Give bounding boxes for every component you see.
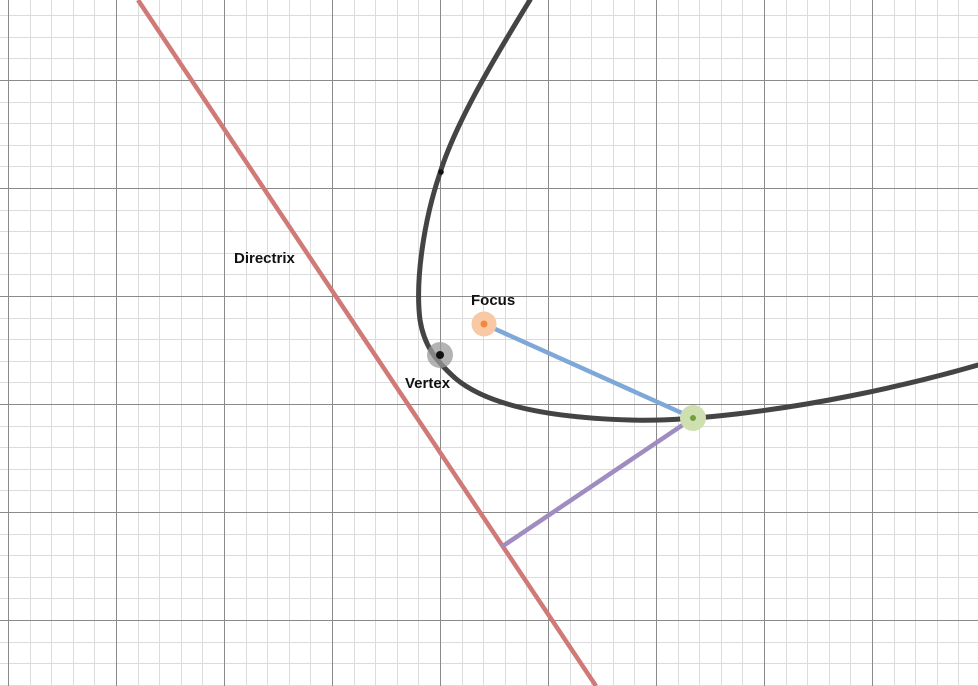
directrix-distance-segment bbox=[500, 415, 696, 549]
directrix-line[interactable] bbox=[136, 0, 598, 686]
directrix-label: Directrix bbox=[234, 250, 296, 267]
moving-point[interactable] bbox=[690, 415, 696, 421]
curve-point-marker bbox=[438, 169, 444, 175]
vertex-point[interactable] bbox=[436, 351, 444, 359]
focus-label: Focus bbox=[471, 292, 515, 309]
parabola-curve[interactable] bbox=[416, 0, 978, 423]
focus-distance-segment bbox=[481, 321, 696, 421]
focus-point[interactable] bbox=[480, 320, 488, 328]
vertex-label: Vertex bbox=[405, 375, 451, 392]
